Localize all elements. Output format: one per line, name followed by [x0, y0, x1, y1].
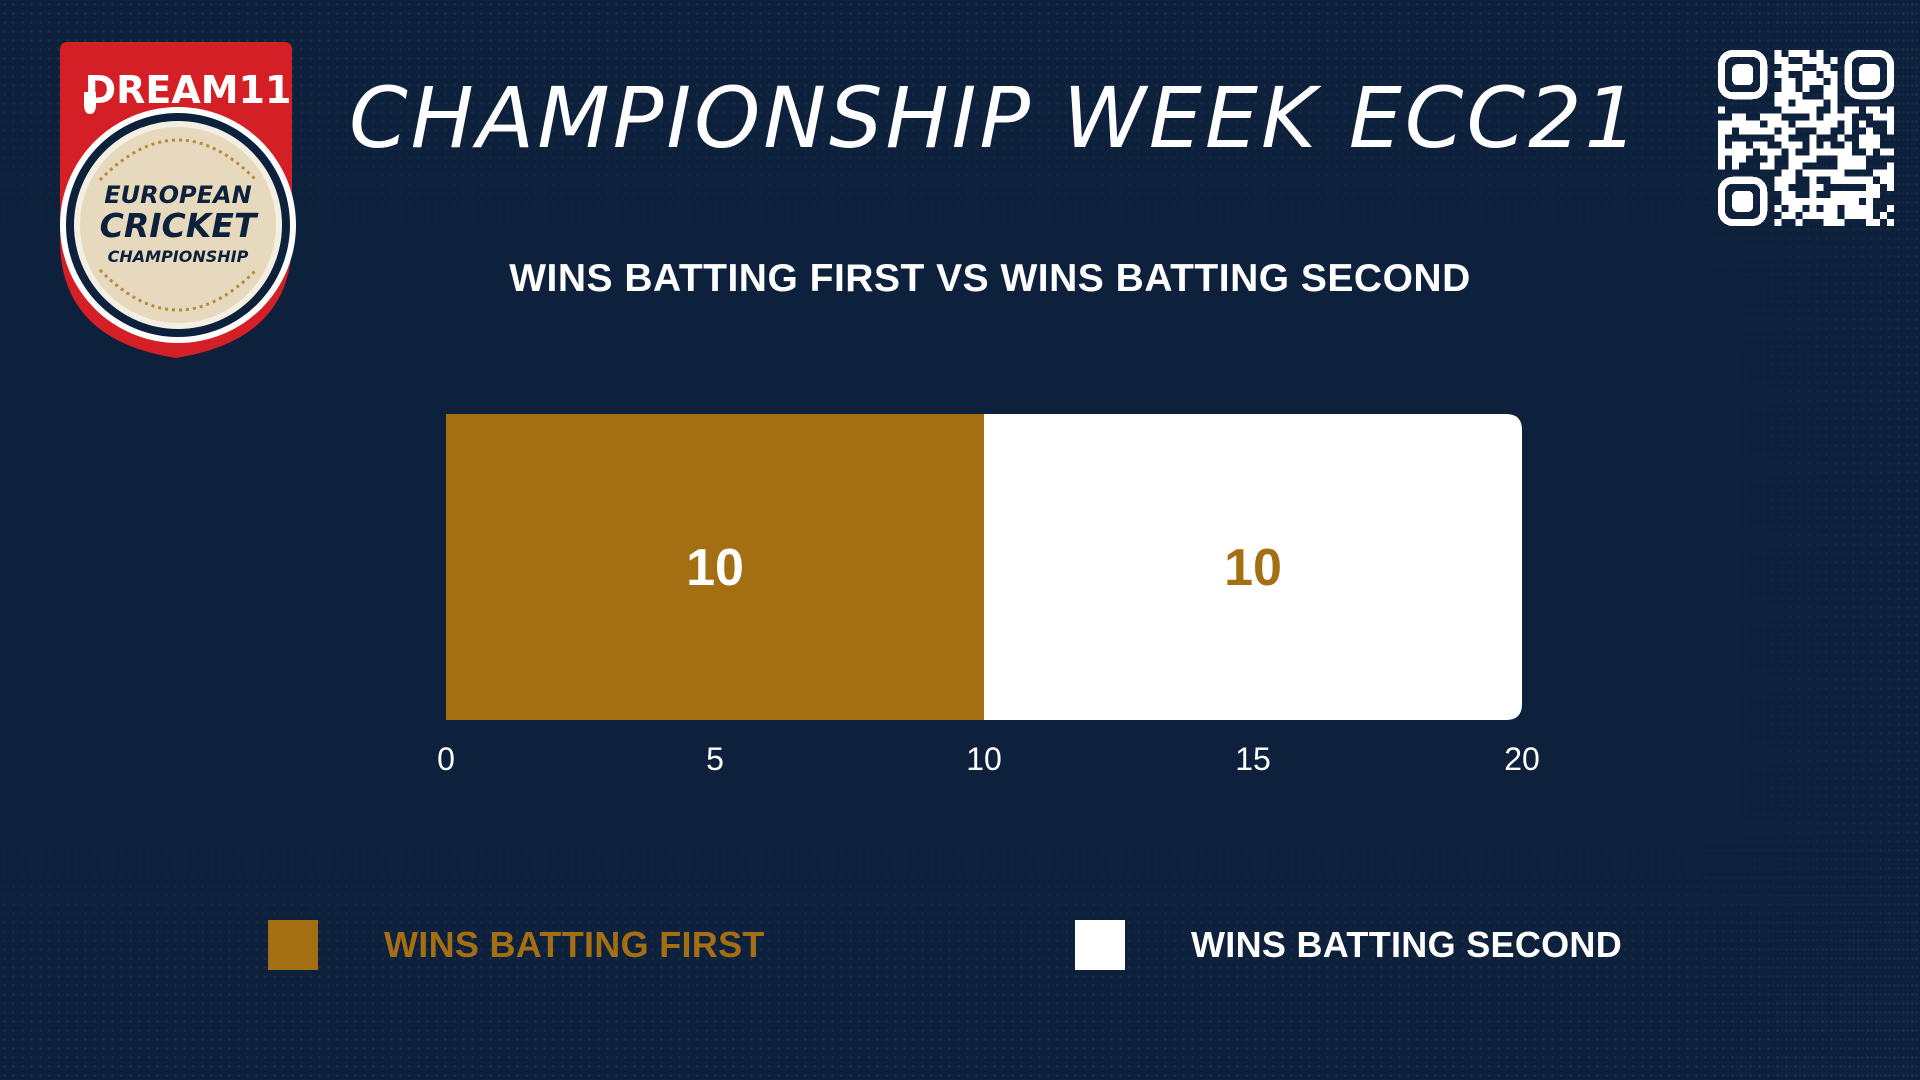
data-label-2: 10 [1224, 539, 1282, 597]
qr-code-icon [1718, 50, 1894, 226]
x-tick-label: 15 [1235, 741, 1271, 777]
svg-text:CHAMPIONSHIP: CHAMPIONSHIP [108, 247, 249, 266]
bar-segment-1 [446, 414, 984, 720]
legend-item-batting-second: WINS BATTING SECOND [1075, 920, 1622, 970]
legend-swatch-batting-second [1075, 920, 1125, 970]
data-label-1: 10 [686, 539, 744, 597]
chart-legend: WINS BATTING FIRST WINS BATTING SECOND [0, 920, 1920, 980]
x-tick-label: 10 [966, 741, 1002, 777]
legend-swatch-batting-first [268, 920, 318, 970]
legend-item-batting-first: WINS BATTING FIRST [268, 920, 765, 970]
chart-title: WINS BATTING FIRST VS WINS BATTING SECON… [509, 257, 1471, 300]
legend-label-batting-first: WINS BATTING FIRST [384, 924, 765, 965]
bar-segment-2 [984, 414, 1522, 720]
ecc-dream11-logo: DREAM11 EUROPEAN CRICKET CHAMPIONSHIP [46, 40, 306, 365]
svg-text:CRICKET: CRICKET [100, 206, 259, 245]
x-tick-label: 5 [706, 741, 724, 777]
stacked-bar-chart: 10 10 0 5 10 15 20 [400, 400, 1580, 800]
x-tick-label: 20 [1504, 741, 1540, 777]
page-title: CHAMPIONSHIP WEEK ECC21 [348, 69, 1641, 167]
x-tick-label: 0 [437, 741, 455, 777]
dream11-wordmark: DREAM11 [85, 68, 292, 112]
svg-text:EUROPEAN: EUROPEAN [104, 181, 251, 209]
legend-label-batting-second: WINS BATTING SECOND [1191, 924, 1623, 965]
